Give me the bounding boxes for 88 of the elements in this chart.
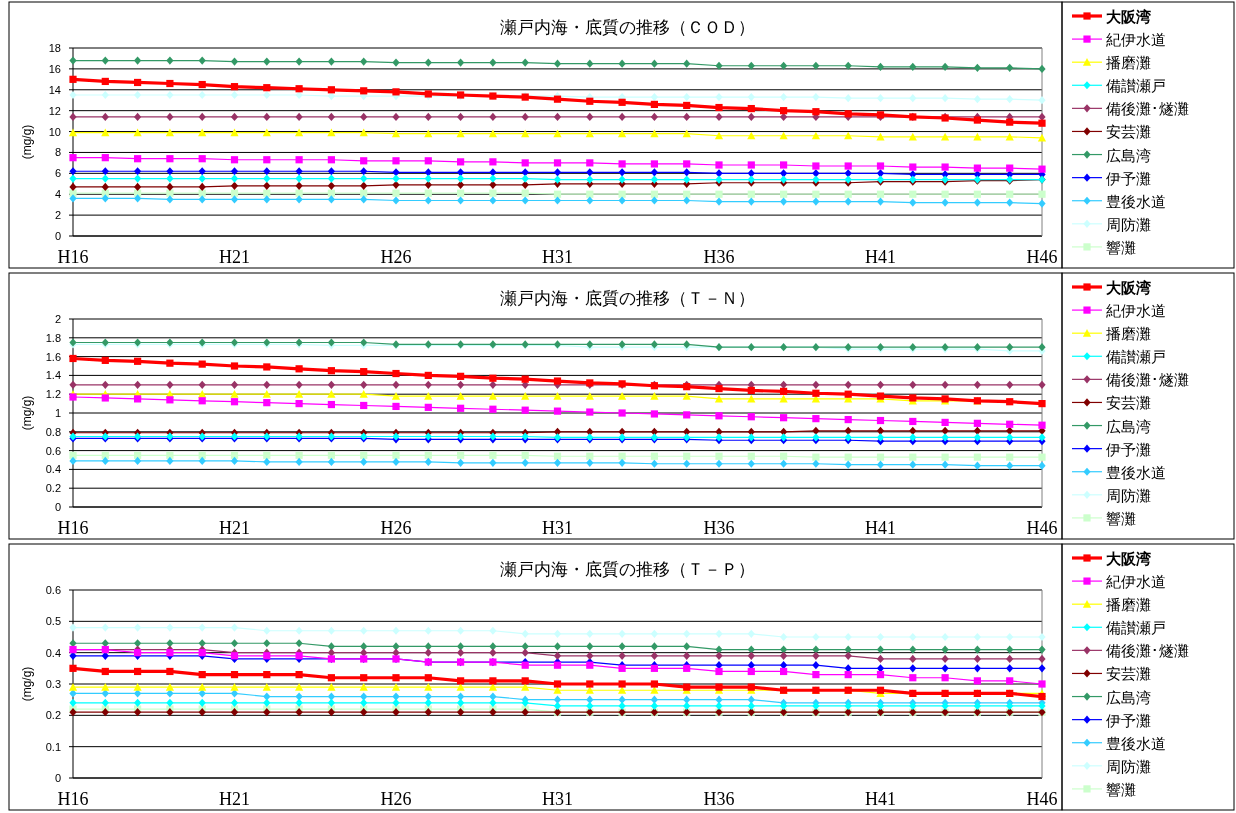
- legend-label: 周防灘: [1106, 486, 1151, 504]
- y-tick-label: 0: [54, 772, 61, 784]
- legend-label: 広島湾: [1106, 417, 1151, 435]
- legend-label: 周防灘: [1106, 757, 1151, 775]
- legend-label: 響灘: [1106, 780, 1136, 798]
- y-tick-label: 0.6: [45, 584, 61, 596]
- y-tick-label: 2: [54, 209, 61, 222]
- legend-label: 安芸灘: [1106, 665, 1151, 683]
- y-tick-label: 18: [48, 42, 61, 54]
- y-tick-label: 0.1: [45, 740, 61, 753]
- x-tick-label: H36: [703, 247, 735, 267]
- legend-label: 播磨灘: [1106, 596, 1151, 614]
- legend-label: 播磨灘: [1106, 325, 1151, 343]
- x-tick-label: H41: [865, 247, 896, 267]
- legend-label: 響灘: [1106, 509, 1136, 527]
- x-tick-label: H36: [703, 789, 735, 809]
- legend-label: 伊予灘: [1106, 169, 1151, 187]
- y-tick-label: 1.8: [45, 331, 61, 344]
- x-tick-label: H26: [380, 518, 412, 538]
- legend-label: 紀伊水道: [1106, 31, 1166, 49]
- x-tick-label: H31: [542, 518, 573, 538]
- legend-label: 播磨灘: [1106, 54, 1151, 72]
- legend-label: 大阪湾: [1106, 8, 1151, 25]
- x-tick-label: H26: [380, 247, 412, 267]
- y-tick-label: 2: [54, 313, 61, 325]
- y-tick-label: 0.2: [45, 482, 61, 495]
- x-tick-label: H46: [1026, 789, 1058, 809]
- legend-label: 周防灘: [1106, 215, 1151, 233]
- x-tick-label: H46: [1026, 247, 1058, 267]
- legend-label: 備後灘･燧灘: [1106, 642, 1189, 660]
- y-tick-label: 14: [48, 83, 61, 96]
- y-axis-title: (mg/g): [20, 395, 34, 431]
- y-tick-label: 1.6: [45, 350, 61, 363]
- y-tick-label: 0.5: [45, 615, 61, 628]
- y-tick-label: 0.8: [45, 425, 61, 438]
- y-tick-label: 12: [48, 104, 61, 117]
- chart-title: 瀬戸内海・底質の推移（Ｔ－Ｎ）: [500, 289, 755, 308]
- y-tick-label: 1.2: [45, 388, 61, 401]
- x-tick-label: H21: [219, 247, 250, 267]
- legend-label: 伊予灘: [1106, 711, 1151, 729]
- y-tick-label: 8: [54, 146, 61, 159]
- y-tick-label: 0: [54, 230, 61, 242]
- y-tick-label: 0.4: [45, 646, 61, 659]
- x-tick-label: H21: [219, 518, 250, 538]
- x-tick-label: H21: [219, 789, 250, 809]
- chart-title: 瀬戸内海・底質の推移（ＣＯＤ）: [500, 18, 755, 37]
- y-tick-label: 1.4: [45, 369, 61, 382]
- y-tick-label: 1: [54, 407, 61, 419]
- legend-label: 備讃瀬戸: [1106, 348, 1166, 366]
- y-axis-title: (mg/g): [20, 124, 34, 160]
- legend-label: 豊後水道: [1106, 192, 1166, 210]
- legend-label: 広島湾: [1106, 146, 1151, 164]
- x-tick-label: H31: [542, 789, 573, 809]
- x-tick-label: H36: [703, 518, 735, 538]
- legend-label: 大阪湾: [1106, 279, 1151, 296]
- x-tick-label: H31: [542, 247, 573, 267]
- legend-label: 備讃瀬戸: [1106, 77, 1166, 95]
- legend-label: 伊予灘: [1106, 440, 1151, 458]
- x-tick-label: H16: [57, 789, 89, 809]
- x-tick-label: H46: [1026, 518, 1058, 538]
- chart-title: 瀬戸内海・底質の推移（Ｔ－Ｐ）: [500, 560, 755, 579]
- y-tick-label: 0.4: [45, 463, 61, 476]
- y-axis-title: (mg/g): [20, 666, 34, 702]
- y-tick-label: 10: [48, 125, 61, 138]
- legend-label: 響灘: [1106, 238, 1136, 256]
- x-tick-label: H41: [865, 518, 896, 538]
- legend-label: 紀伊水道: [1106, 573, 1166, 591]
- legend-label: 備後灘･燧灘: [1106, 100, 1189, 118]
- x-tick-label: H16: [57, 518, 89, 538]
- y-tick-label: 0.3: [45, 678, 61, 690]
- y-tick-label: 0.6: [45, 444, 61, 457]
- legend-label: 広島湾: [1106, 688, 1151, 706]
- legend-label: 豊後水道: [1106, 463, 1166, 481]
- legend-label: 紀伊水道: [1106, 302, 1166, 320]
- y-tick-label: 0.2: [45, 709, 61, 722]
- legend-label: 安芸灘: [1106, 123, 1151, 141]
- legend-label: 備後灘･燧灘: [1106, 371, 1189, 389]
- x-tick-label: H41: [865, 789, 896, 809]
- y-tick-label: 6: [54, 167, 61, 180]
- legend-label: 安芸灘: [1106, 394, 1151, 412]
- y-tick-label: 16: [48, 62, 61, 75]
- legend-label: 備讃瀬戸: [1106, 619, 1166, 637]
- x-tick-label: H16: [57, 247, 89, 267]
- y-tick-label: 4: [54, 188, 61, 201]
- x-tick-label: H26: [380, 789, 412, 809]
- y-tick-label: 0: [54, 501, 61, 513]
- legend-label: 大阪湾: [1106, 550, 1151, 567]
- legend-label: 豊後水道: [1106, 734, 1166, 752]
